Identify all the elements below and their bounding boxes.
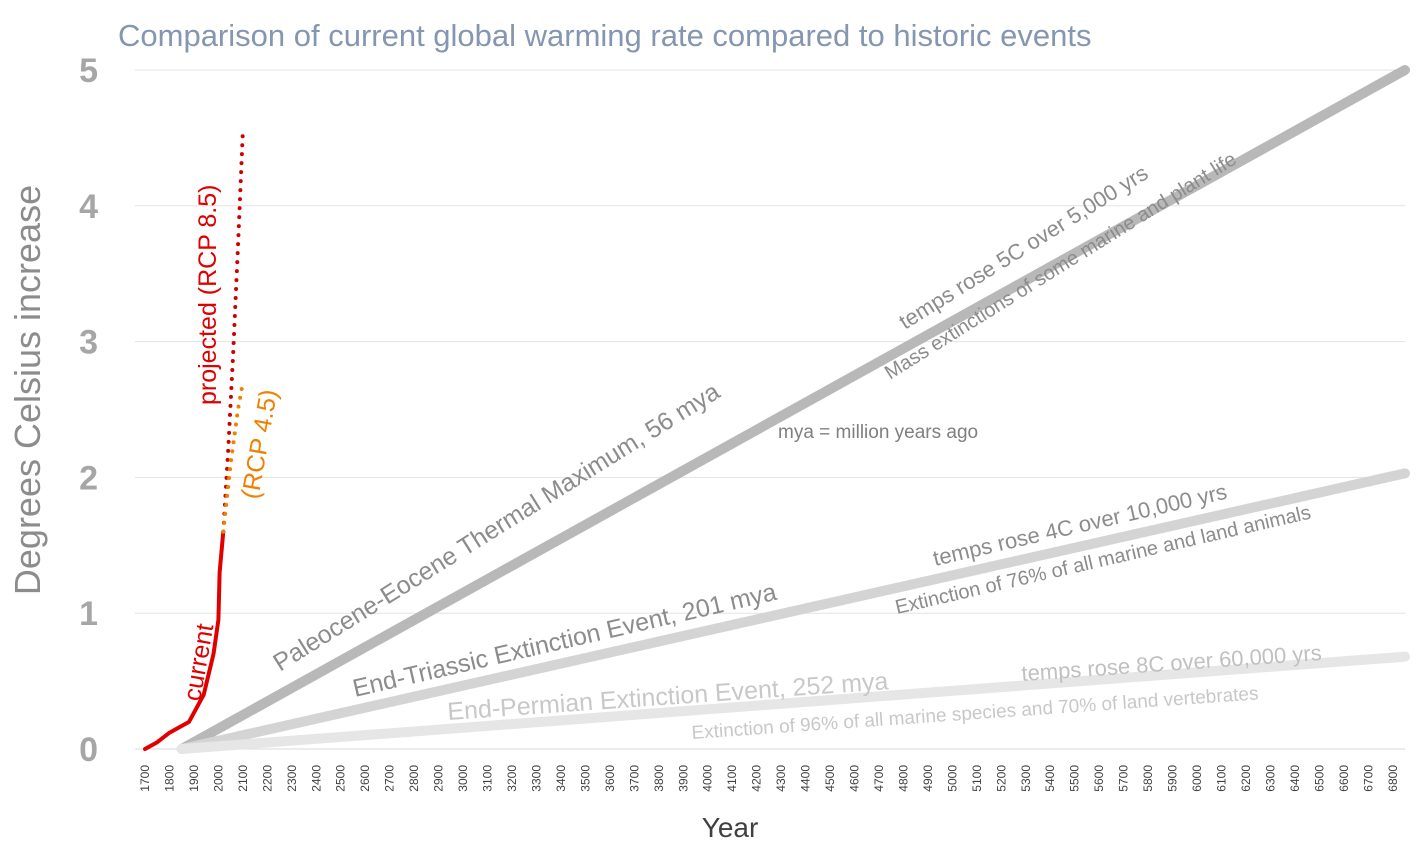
- x-tick-label: 5900: [1166, 765, 1180, 792]
- series-line-3: [176, 65, 1410, 754]
- x-tick-label: 5400: [1043, 765, 1057, 792]
- x-tick-label: 4100: [725, 765, 739, 792]
- rcp45-label: (RCP 4.5): [236, 387, 283, 501]
- y-tick-label: 0: [79, 731, 98, 769]
- x-tick-label: 4300: [774, 765, 788, 792]
- x-tick-label: 3400: [554, 765, 568, 792]
- series-lines: [143, 65, 1410, 754]
- x-tick-label: 1700: [138, 765, 152, 792]
- x-tick-label: 3300: [529, 765, 543, 792]
- gridlines: [135, 69, 1405, 750]
- x-tick-label: 2200: [260, 765, 274, 792]
- y-tick-label: 3: [79, 324, 98, 362]
- chart-title: Comparison of current global warming rat…: [118, 18, 1092, 53]
- x-tick-label: 2500: [334, 765, 348, 792]
- x-tick-label: 5200: [994, 765, 1008, 792]
- x-tick-label: 6500: [1312, 765, 1326, 792]
- x-tick-label: 2900: [432, 765, 446, 792]
- x-axis-ticks: 1700 1800 1900 2000 2100 2200 2300 2400 2500 2600…: [138, 765, 1400, 792]
- x-tick-label: 4400: [799, 765, 813, 792]
- y-tick-label: 5: [79, 52, 98, 90]
- x-tick-label: 3100: [481, 765, 495, 792]
- y-tick-label: 4: [79, 188, 98, 226]
- x-tick-label: 4000: [701, 765, 715, 792]
- x-tick-label: 5100: [970, 765, 984, 792]
- x-tick-label: 2000: [211, 765, 225, 792]
- petm-effect-label: Mass extinctions of some marine and plan…: [881, 148, 1241, 384]
- x-tick-label: 3800: [652, 765, 666, 792]
- x-tick-label: 6300: [1263, 765, 1277, 792]
- x-tick-label: 4600: [848, 765, 862, 792]
- x-tick-label: 3000: [456, 765, 470, 792]
- x-tick-label: 4500: [823, 765, 837, 792]
- x-tick-label: 2800: [407, 765, 421, 792]
- x-tick-label: 3900: [676, 765, 690, 792]
- x-tick-label: 1900: [187, 765, 201, 792]
- projected-rcp85-label: projected (RCP 8.5): [194, 185, 222, 405]
- x-tick-label: 6200: [1239, 765, 1253, 792]
- x-tick-label: 6600: [1337, 765, 1351, 792]
- y-tick-label: 1: [79, 595, 98, 633]
- x-tick-label: 5600: [1092, 765, 1106, 792]
- x-tick-label: 6000: [1190, 765, 1204, 792]
- series-line-2: [221, 380, 245, 534]
- x-tick-label: 2300: [285, 765, 299, 792]
- x-axis-label: Year: [701, 812, 759, 843]
- petm-rise-label: temps rose 5C over 5,000 yrs: [894, 160, 1152, 334]
- series-line-0: [143, 529, 226, 751]
- x-tick-label: 3500: [578, 765, 592, 792]
- x-tick-label: 4900: [921, 765, 935, 792]
- y-tick-label: 2: [79, 459, 98, 497]
- y-axis-ticks: 0 1 2 3 4 5: [79, 52, 98, 769]
- series-line-4: [176, 468, 1410, 754]
- x-tick-label: 5300: [1019, 765, 1033, 792]
- x-tick-label: 5500: [1068, 765, 1082, 792]
- x-tick-label: 5800: [1141, 765, 1155, 792]
- x-tick-label: 2700: [383, 765, 397, 792]
- series-line-1: [221, 129, 245, 534]
- x-tick-label: 6100: [1215, 765, 1229, 792]
- x-tick-label: 2100: [236, 765, 250, 792]
- x-tick-label: 2400: [309, 765, 323, 792]
- x-tick-label: 3700: [627, 765, 641, 792]
- x-tick-label: 5700: [1117, 765, 1131, 792]
- series-line-5: [176, 651, 1410, 754]
- x-tick-label: 6700: [1361, 765, 1375, 792]
- x-tick-label: 6400: [1288, 765, 1302, 792]
- x-tick-label: 3600: [603, 765, 617, 792]
- x-tick-label: 2600: [358, 765, 372, 792]
- y-axis-label: Degrees Celsius increase: [7, 184, 48, 596]
- x-tick-label: 6800: [1386, 765, 1400, 792]
- x-tick-label: 1800: [162, 765, 176, 792]
- x-tick-label: 4200: [750, 765, 764, 792]
- mya-note: mya = million years ago: [778, 422, 978, 443]
- x-tick-label: 4700: [872, 765, 886, 792]
- x-tick-label: 5000: [945, 765, 959, 792]
- x-tick-label: 4800: [896, 765, 910, 792]
- x-tick-label: 3200: [505, 765, 519, 792]
